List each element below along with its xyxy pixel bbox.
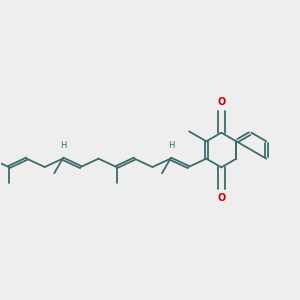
Text: H: H [61, 141, 67, 150]
Text: H: H [168, 141, 175, 150]
Text: O: O [217, 193, 226, 203]
Text: O: O [217, 97, 226, 107]
